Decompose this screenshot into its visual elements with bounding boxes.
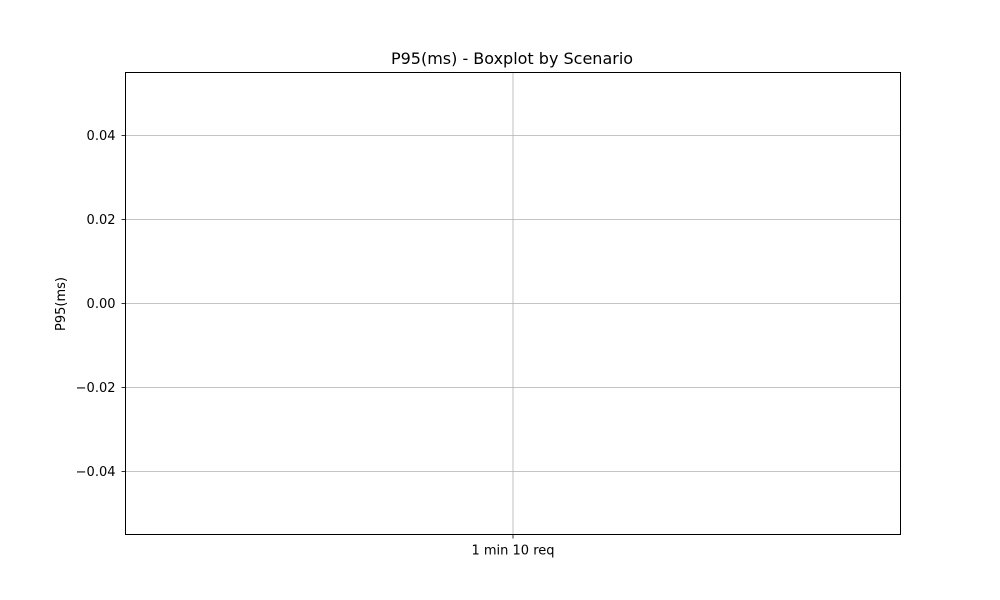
chart-title: P95(ms) - Boxplot by Scenario bbox=[391, 49, 633, 68]
x-tick-label: 1 min 10 req bbox=[471, 544, 554, 559]
y-tick-label: 0.00 bbox=[87, 297, 116, 312]
plot-area-frame bbox=[125, 72, 901, 535]
y-tick-label: −0.02 bbox=[76, 381, 116, 396]
y-axis-ticks: −0.04 −0.02 0.00 0.02 0.04 bbox=[76, 129, 126, 480]
y-tick-label: 0.04 bbox=[87, 129, 116, 144]
y-tick-label: −0.04 bbox=[76, 465, 116, 480]
grid bbox=[125, 72, 901, 535]
y-tick-label: 0.02 bbox=[87, 213, 116, 228]
x-axis-ticks: 1 min 10 req bbox=[471, 534, 555, 559]
y-axis-label: P95(ms) bbox=[54, 277, 69, 331]
